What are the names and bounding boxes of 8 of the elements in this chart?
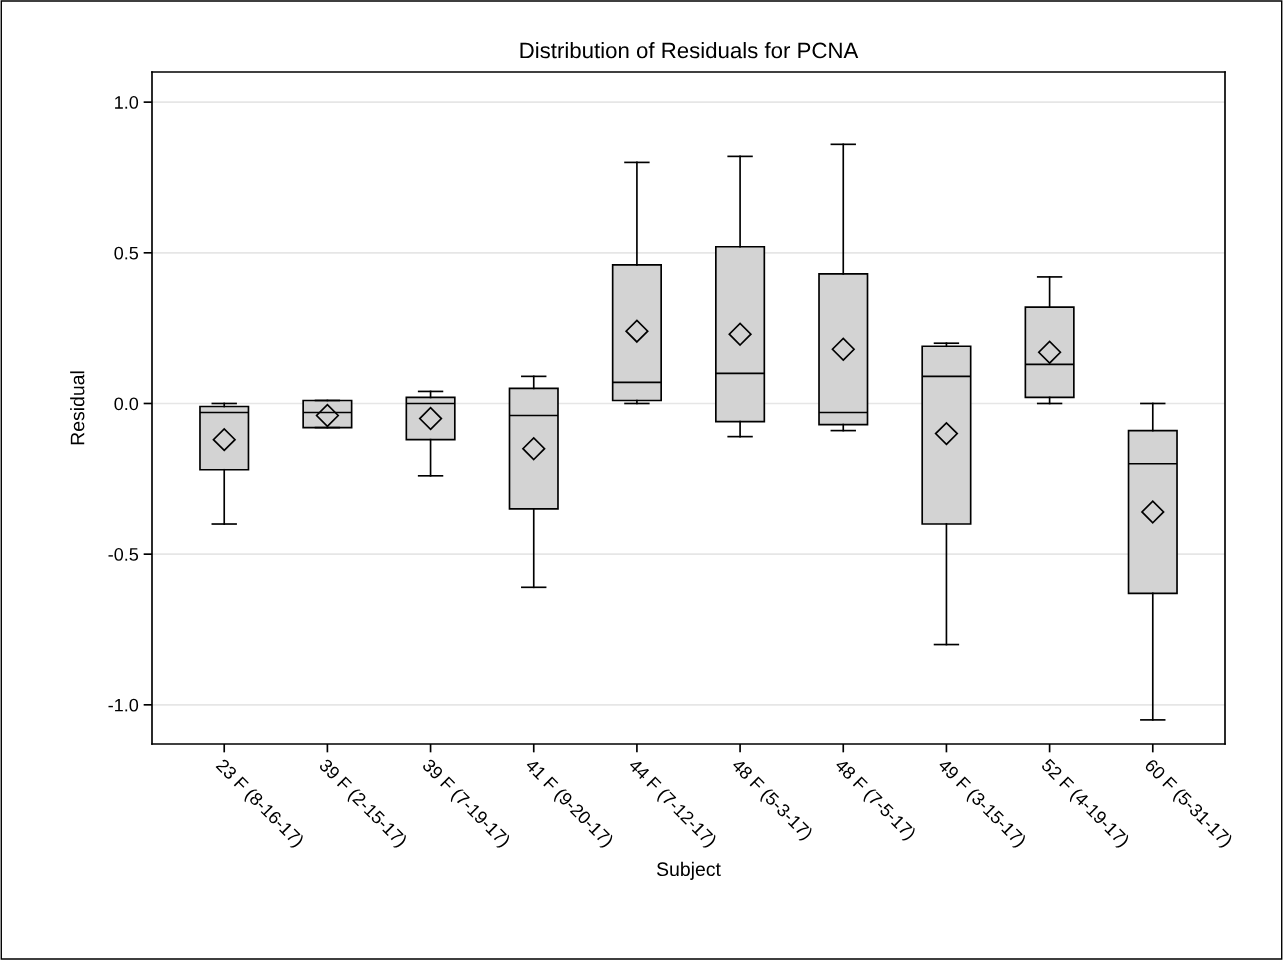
y-tick-label: -1.0 xyxy=(108,698,139,712)
y-axis-title: Residual xyxy=(70,371,85,445)
y-tick-label: 0.5 xyxy=(114,246,139,260)
x-axis-title: Subject xyxy=(656,861,721,880)
y-tick-label: 0.0 xyxy=(114,397,139,411)
chart-title: Distribution of Residuals for PCNA xyxy=(520,42,859,59)
y-tick-label: -0.5 xyxy=(108,548,139,561)
y-tick-label: 1.0 xyxy=(115,96,139,109)
